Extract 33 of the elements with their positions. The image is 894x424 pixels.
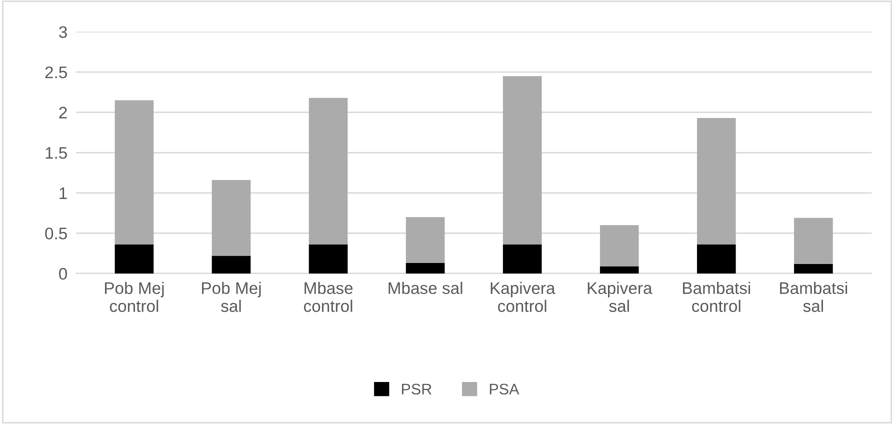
bar <box>794 264 833 274</box>
legend-label: PSA <box>490 384 520 395</box>
bar <box>212 256 251 274</box>
bar <box>114 100 154 244</box>
x-tick-label: Kapivera sal <box>588 282 652 312</box>
bar <box>406 217 445 264</box>
y-tick-label: 1 <box>60 187 67 199</box>
y-tick-label: 0 <box>59 268 68 280</box>
x-tick-label: Kapivera control <box>490 282 556 312</box>
bar <box>794 218 833 264</box>
bar <box>696 118 736 244</box>
y-tick-label: 0.5 <box>45 228 67 240</box>
x-tick-label: Bambatsi control <box>683 282 750 312</box>
legend-label: PSR <box>402 384 432 395</box>
bar <box>502 76 542 244</box>
bar <box>502 244 542 274</box>
x-tick-label: Pob Mej control <box>105 282 164 312</box>
x-tick-label: Bambatsi sal <box>780 282 848 312</box>
y-tick-label: 2 <box>59 106 67 118</box>
x-tick-label: Mbase sal <box>388 282 462 294</box>
bar <box>308 98 348 244</box>
x-tick-label: Pob Mej sal <box>202 282 261 312</box>
y-tick-label: 2.5 <box>45 66 67 78</box>
bar <box>114 244 154 274</box>
x-tick-label: Mbase control <box>304 282 353 312</box>
bar <box>406 263 445 274</box>
bar <box>308 244 348 274</box>
y-tick-label: 3 <box>59 26 67 38</box>
bar <box>600 225 639 266</box>
bar <box>696 244 736 274</box>
bar <box>600 266 639 274</box>
y-tick-label: 1.5 <box>46 147 67 159</box>
bar <box>212 180 251 256</box>
